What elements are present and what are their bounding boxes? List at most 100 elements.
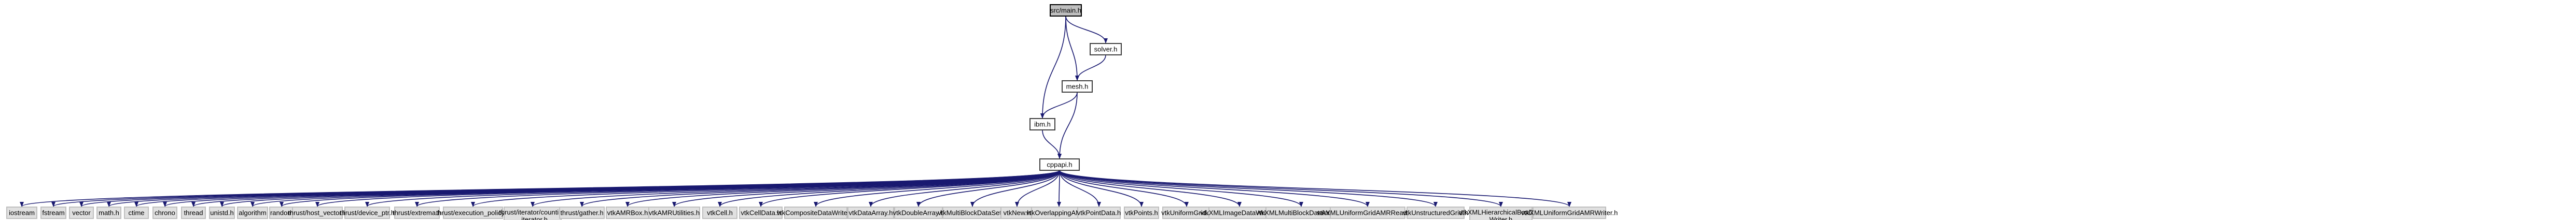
node-box [152, 207, 177, 219]
node-ibm[interactable]: ibm.h [1029, 118, 1055, 130]
node-label: vtkUnstructuredGrid.h [1403, 209, 1468, 217]
edge-cpp-to-l0 [20, 170, 1060, 207]
node-box [648, 207, 700, 219]
node-box [1029, 118, 1055, 130]
edge-cpp-to-l28 [1059, 170, 1189, 207]
node-box [6, 207, 37, 219]
node-label: thrust/iterator/counting [499, 209, 566, 216]
edge-cpp-to-l27 [1059, 170, 1144, 207]
node-label: vtkDataArray.h [848, 209, 893, 217]
node-l7: unistd.h [209, 207, 235, 219]
node-box [784, 207, 847, 219]
node-l8: algorithm [237, 207, 268, 219]
node-l20: vtkCompositeDataWriter.h [777, 207, 855, 219]
node-box [1330, 207, 1405, 219]
node-l26: vtkPointData.h [1077, 207, 1121, 219]
node-l34: vtkXMLUniformGridAMRWriter.h [1521, 207, 1618, 219]
node-box [69, 207, 94, 219]
node-label: vtkCell.h [707, 209, 733, 217]
node-label: vtkUniformGrid.h [1161, 209, 1212, 217]
node-l13: thrust/execution_policy.h [436, 207, 510, 219]
edge-cpp-to-l19 [759, 170, 1060, 207]
node-l0: iostream [6, 207, 37, 219]
edge-cpp-to-l26 [1059, 170, 1101, 207]
node-label: vtkAMRBox.h [607, 209, 648, 217]
edge-ibm-to-cpp [1042, 129, 1062, 159]
node-box [739, 207, 783, 219]
node-box [292, 207, 343, 219]
edge-mesh-to-ibm [1040, 92, 1078, 119]
node-label: thrust/gather.h [560, 209, 603, 217]
node-box [1124, 207, 1159, 219]
node-l3: math.h [96, 207, 121, 219]
node-box [1469, 207, 1533, 220]
node-box [1077, 207, 1121, 219]
node-label: fstream [42, 209, 64, 217]
node-label: solver.h [1094, 46, 1118, 53]
node-cpp[interactable]: cppapi.h [1039, 158, 1080, 171]
node-label: mesh.h [1066, 83, 1089, 91]
node-label: cppapi.h [1047, 161, 1072, 169]
node-l30: vtkXMLMultiBlockDataWriter.h [1256, 207, 1346, 219]
node-label: _iterator.h [517, 216, 548, 220]
node-l14: thrust/iterator/counting_iterator.h [499, 207, 566, 220]
node-l15: thrust/gather.h [559, 207, 605, 219]
node-l28: vtkUniformGrid.h [1161, 207, 1212, 219]
node-label: thrust/device_ptr.h [340, 209, 395, 217]
node-label: vtkXMLImageDataWriter.h [1200, 209, 1278, 217]
node-l4: ctime [124, 207, 149, 219]
node-l23: vtkMultiBlockDataSet.h [938, 207, 1007, 219]
edge-cpp-to-l30 [1059, 170, 1303, 207]
edge-cpp-to-l18 [718, 170, 1060, 207]
node-l1: fstream [40, 207, 66, 219]
node-label: vtkXMLUniformGridAMRWriter.h [1521, 209, 1618, 217]
node-box [1090, 43, 1122, 55]
node-label: vtkOverlappingAMR.h [1026, 209, 1092, 217]
node-solver[interactable]: solver.h [1090, 43, 1122, 55]
node-box [1533, 207, 1606, 219]
node-label: vtkMultiBlockDataSet.h [938, 209, 1007, 217]
node-label: thread [184, 209, 203, 217]
edge-cpp-to-l22 [916, 170, 1060, 207]
node-l6: thread [181, 207, 206, 219]
node-label: iostream [9, 209, 35, 217]
node-box [394, 207, 440, 219]
edge-cpp-to-l16 [625, 170, 1060, 207]
node-label: ctime [128, 209, 144, 217]
edge-cpp-to-l31 [1059, 170, 1370, 207]
node-label: vtkAMRUtilities.h [649, 209, 700, 217]
node-box [847, 207, 894, 219]
node-l12: thrust/extrema.h [393, 207, 441, 219]
edge-cpp-to-l11 [365, 170, 1060, 207]
node-box [40, 207, 66, 219]
node-label: thrust/extrema.h [393, 209, 441, 217]
node-box [559, 207, 605, 219]
node-l11: thrust/device_ptr.h [340, 207, 395, 219]
node-label: vtkDoubleArray.h [893, 209, 944, 217]
node-label: thrust/execution_policy.h [436, 209, 510, 217]
node-box [1407, 207, 1465, 219]
node-label: ibm.h [1034, 121, 1051, 128]
node-label: math.h [99, 209, 119, 217]
node-label: vtkXMLHierarchicalBoxData [1459, 209, 1543, 216]
edge-cpp-to-l6 [191, 170, 1060, 207]
node-mesh[interactable]: mesh.h [1062, 80, 1093, 93]
node-box [344, 207, 390, 219]
edge-cpp-to-l33 [1059, 170, 1503, 207]
node-l5: chrono [152, 207, 177, 219]
edge-cpp-to-l34 [1059, 170, 1571, 207]
node-label: vtkPoints.h [1125, 209, 1158, 217]
edge-cpp-to-l32 [1059, 170, 1438, 207]
edge-cpp-to-l17 [672, 170, 1060, 207]
edge-cpp-to-l21 [869, 170, 1060, 207]
node-l24: vtkNew.h [1000, 207, 1034, 219]
node-l2: vector [69, 207, 94, 219]
node-label: vtkCellData.h [741, 209, 781, 217]
node-label: src/main.h [1050, 7, 1081, 14]
edge-main-to-mesh [1065, 16, 1079, 81]
node-l19: vtkCellData.h [739, 207, 783, 219]
node-l17: vtkAMRUtilities.h [648, 207, 700, 219]
node-main[interactable]: src/main.h [1050, 4, 1082, 17]
edge-cpp-to-l5 [163, 170, 1060, 207]
node-l16: vtkAMRBox.h [606, 207, 649, 219]
